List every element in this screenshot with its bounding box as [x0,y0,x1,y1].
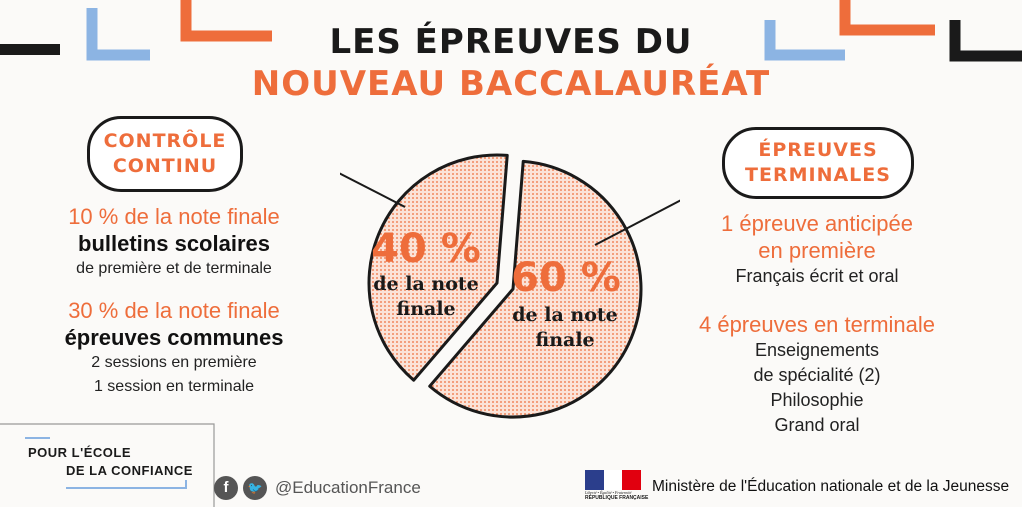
slice-40-caption-line1: de la note [373,273,479,295]
left-column: 10 % de la note finale bulletins scolair… [40,203,308,399]
pill-line-2: CONTINU [112,155,218,177]
left-block1-title: bulletins scolaires [78,231,270,256]
right-block1-title-line1: 1 épreuve anticipée [720,211,914,236]
ministry-name: Ministère de l'Éducation nationale et de… [652,478,1010,495]
top-right-decoration [764,0,1022,62]
title-line-2: NOUVEAU BACCALAURÉAT [251,64,771,104]
pill-line-1: CONTRÔLE [103,130,227,152]
pill-line-2: TERMINALES [745,164,891,186]
brand-line-1: POUR L'ÉCOLE [28,445,131,460]
right-block1-detail: Français écrit et oral [735,266,899,286]
social-handle[interactable]: @EducationFrance [275,478,421,497]
right-block2-item: Grand oral [774,415,860,435]
controle-continu-pill: CONTRÔLE CONTINU [87,116,243,192]
republic-label: RÉPUBLIQUE FRANÇAISE [585,495,649,501]
facebook-icon[interactable]: f [214,476,238,500]
right-block2-item: Enseignements [754,340,880,360]
left-block2-detail2: 1 session en terminale [93,378,255,395]
left-block2-pct: 30 % de la note finale [68,298,280,323]
left-block1-pct: 10 % de la note finale [68,204,280,229]
twitter-icon[interactable]: 🐦 [243,476,267,500]
right-block2-item: de spécialité (2) [753,365,881,385]
epreuves-terminales-pill: ÉPREUVES TERMINALES [722,127,914,199]
slice-40-caption-line2: finale [396,298,456,320]
left-block2-title: épreuves communes [64,325,284,350]
title-line-1: LES ÉPREUVES DU [329,22,693,62]
pie-chart [340,153,680,419]
pie-slice-60 [428,159,643,419]
right-block1-title-line2: en première [758,238,876,263]
slice-60-caption-line2: finale [535,329,595,351]
top-left-decoration [0,0,272,61]
slice-60-caption-line1: de la note [512,304,618,326]
right-column: 1 épreuve anticipée en première Français… [672,210,962,438]
pointer-line-left [340,172,406,208]
footer-frame [0,423,215,507]
republic-motto: Liberté • Égalité • Fraternité [585,490,632,495]
slice-60-pct: 60 % [511,255,621,301]
pointer-line-right [594,199,680,246]
slice-40-pct: 40 % [371,226,481,272]
marianne-logo: Liberté • Égalité • Fraternité RÉPUBLIQU… [585,470,649,504]
left-block1-detail: de première et de terminale [76,260,272,277]
left-block2-detail1: 2 sessions en première [91,354,257,371]
pie-slice-40 [367,153,509,382]
pill-line-1: ÉPREUVES [758,139,878,161]
right-block2-item: Philosophie [770,390,864,410]
brand-line-2: DE LA CONFIANCE [66,463,193,478]
right-block2-title: 4 épreuves en terminale [698,312,936,337]
